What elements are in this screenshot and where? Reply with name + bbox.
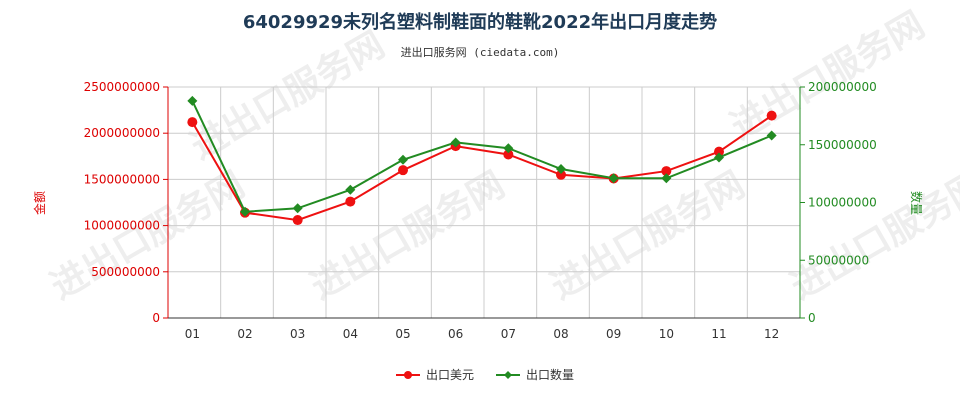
x-tick-label: 03 bbox=[290, 327, 305, 341]
series-1-point bbox=[398, 165, 408, 176]
chart-title: 64029929未列名塑料制鞋面的鞋靴2022年出口月度走势 bbox=[242, 12, 718, 33]
x-tick-label: 09 bbox=[606, 327, 621, 341]
series-line-1 bbox=[191, 114, 773, 222]
left-tick-label: 2000000000 bbox=[84, 126, 160, 140]
x-tick-label: 10 bbox=[659, 327, 674, 341]
series-2-point bbox=[714, 152, 724, 163]
series-1-point bbox=[714, 146, 724, 157]
left-tick-label: 1000000000 bbox=[84, 219, 160, 233]
series-1-point bbox=[187, 117, 198, 128]
left-tick-label: 0 bbox=[152, 311, 160, 325]
left-tick-label: 2500000000 bbox=[84, 80, 160, 94]
series-2-point bbox=[766, 130, 777, 141]
series-2-point bbox=[503, 143, 514, 154]
series-1-point bbox=[345, 196, 356, 207]
series-line-2 bbox=[191, 100, 773, 213]
legend-marker bbox=[404, 371, 412, 379]
x-tick-label: 02 bbox=[237, 327, 252, 341]
series-2-point bbox=[240, 206, 250, 217]
x-tick-label: 01 bbox=[185, 327, 200, 341]
left-axis-label: 金额 bbox=[32, 191, 47, 215]
series-2-point bbox=[398, 154, 408, 165]
watermark-text: 进出口服务网 bbox=[304, 164, 512, 308]
series-2-point bbox=[661, 173, 672, 184]
watermark-text: 进出口服务网 bbox=[544, 164, 752, 308]
legend-label-1: 出口美元 bbox=[426, 368, 474, 382]
x-tick-label: 08 bbox=[553, 327, 568, 341]
series-1-point bbox=[292, 215, 303, 226]
series-2-point bbox=[450, 137, 461, 148]
x-tick-label: 04 bbox=[343, 327, 358, 341]
series-2-point bbox=[292, 203, 303, 214]
legend-marker bbox=[504, 371, 512, 379]
series-1-point bbox=[661, 166, 672, 177]
series-2-point bbox=[608, 173, 619, 184]
x-tick-label: 11 bbox=[711, 327, 726, 341]
right-axis-label: 数量 bbox=[909, 191, 924, 215]
right-tick-label: 50000000 bbox=[808, 253, 869, 267]
watermark-text: 进出口服务网 bbox=[184, 24, 392, 168]
axes: 0500000000100000000015000000002000000000… bbox=[32, 80, 924, 341]
series-1-point bbox=[766, 110, 777, 121]
x-tick-label: 07 bbox=[501, 327, 516, 341]
series-2-point bbox=[556, 164, 566, 175]
chart-subtitle: 进出口服务网 (ciedata.com) bbox=[400, 46, 560, 59]
series-2-point bbox=[187, 95, 198, 106]
legend-label-2: 出口数量 bbox=[526, 367, 574, 382]
right-tick-label: 200000000 bbox=[808, 80, 877, 94]
x-tick-label: 12 bbox=[764, 327, 779, 341]
left-tick-label: 500000000 bbox=[91, 265, 160, 279]
legend: 出口美元 出口数量 bbox=[396, 367, 574, 382]
series-layer bbox=[187, 95, 777, 226]
watermark-text: 进出口服务网 bbox=[784, 164, 960, 308]
right-tick-label: 150000000 bbox=[808, 138, 877, 152]
series-2-point bbox=[345, 184, 356, 195]
x-tick-label: 05 bbox=[395, 327, 410, 341]
series-1-point bbox=[503, 149, 514, 160]
series-1-point bbox=[556, 169, 566, 180]
x-tick-label: 06 bbox=[448, 327, 463, 341]
right-tick-label: 0 bbox=[808, 311, 816, 325]
right-tick-label: 100000000 bbox=[808, 196, 877, 210]
left-tick-label: 1500000000 bbox=[84, 172, 160, 186]
